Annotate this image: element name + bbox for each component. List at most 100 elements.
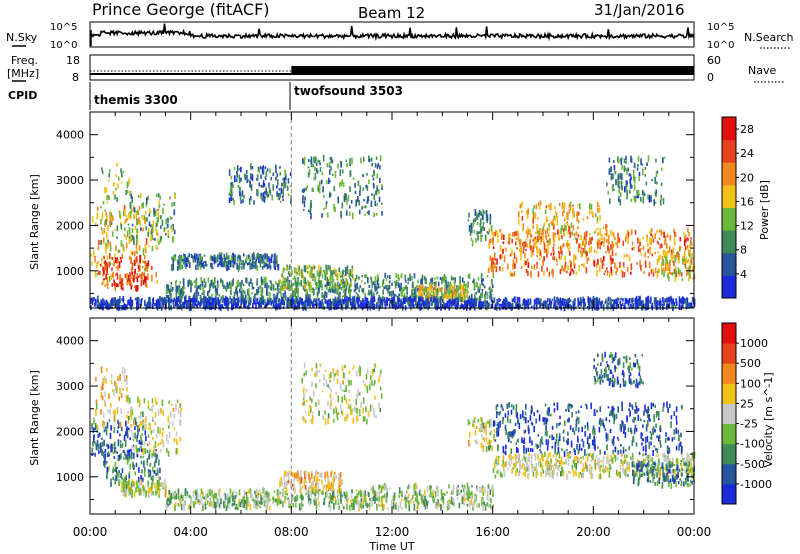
heatmap-cell <box>181 292 184 299</box>
heatmap-cell <box>148 422 150 426</box>
heatmap-cell <box>674 271 677 279</box>
heatmap-cell <box>152 297 155 304</box>
heatmap-cell <box>261 197 264 202</box>
heatmap-cell <box>533 299 536 305</box>
heatmap-cell <box>170 285 172 292</box>
heatmap-cell <box>615 305 618 310</box>
heatmap-cell <box>127 481 129 484</box>
heatmap-cell <box>578 265 580 271</box>
heatmap-cell <box>268 258 271 262</box>
heatmap-cell <box>431 277 433 283</box>
heatmap-cell <box>136 256 138 263</box>
heatmap-cell <box>142 455 145 459</box>
heatmap-cell <box>326 163 329 168</box>
heatmap-cell <box>150 234 152 241</box>
heatmap-cell <box>129 414 132 417</box>
heatmap-cell <box>327 265 329 270</box>
heatmap-cell <box>552 246 555 251</box>
heatmap-cell <box>499 228 502 233</box>
heatmap-cell <box>297 293 299 299</box>
heatmap-cell <box>233 257 236 261</box>
heatmap-cell <box>101 441 104 448</box>
heatmap-cell <box>620 270 623 273</box>
heatmap-cell <box>262 254 264 258</box>
heatmap-cell <box>207 277 210 283</box>
heatmap-cell <box>125 427 128 433</box>
heatmap-cell <box>631 241 634 246</box>
heatmap-cell <box>612 231 614 235</box>
heatmap-cell <box>415 285 418 289</box>
heatmap-cell <box>305 291 308 296</box>
heatmap-cell <box>143 485 146 489</box>
heatmap-cell <box>103 303 106 306</box>
heatmap-cell <box>406 290 408 295</box>
heatmap-cell <box>596 201 599 207</box>
heatmap-cell <box>402 286 405 290</box>
heatmap-cell <box>588 241 590 246</box>
heatmap-cell <box>336 290 338 295</box>
heatmap-cell <box>673 268 676 275</box>
heatmap-cell <box>620 192 622 197</box>
heatmap-cell <box>277 303 279 306</box>
heatmap-cell <box>116 451 118 454</box>
heatmap-cell <box>647 302 649 310</box>
heatmap-cell <box>136 285 138 292</box>
heatmap-cell <box>390 300 392 304</box>
heatmap-cell <box>621 186 623 191</box>
heatmap-cell <box>691 305 694 309</box>
heatmap-cell <box>619 304 622 307</box>
heatmap-cell <box>220 259 222 264</box>
heatmap-cell <box>152 428 155 433</box>
heatmap-cell <box>301 299 303 305</box>
heatmap-cell <box>235 298 237 301</box>
heatmap-cell <box>314 173 317 180</box>
heatmap-cell <box>336 276 338 279</box>
colorbar-tick-label: 4 <box>740 268 747 281</box>
heatmap-cell <box>292 282 294 286</box>
heatmap-cell <box>117 283 119 288</box>
heatmap-cell <box>167 415 170 423</box>
heatmap-cell <box>207 302 210 309</box>
heatmap-cell <box>264 176 267 179</box>
heatmap-cell <box>245 259 247 264</box>
heatmap-cell <box>612 160 615 163</box>
heatmap-cell <box>153 470 156 474</box>
heatmap-cell <box>119 257 122 260</box>
heatmap-cell <box>164 478 166 485</box>
heatmap-cell <box>532 248 534 252</box>
heatmap-cell <box>419 290 421 294</box>
heatmap-cell <box>349 281 352 288</box>
heatmap-cell <box>141 260 144 263</box>
heatmap-cell <box>556 229 559 236</box>
heatmap-cell <box>138 484 140 488</box>
heatmap-cell <box>288 266 291 271</box>
heatmap-cell <box>262 296 265 302</box>
heatmap-cell <box>375 190 378 196</box>
heatmap-cell <box>155 433 158 439</box>
heatmap-cell <box>248 256 251 262</box>
heatmap-cell <box>133 491 136 498</box>
heatmap-cell <box>296 271 299 275</box>
heatmap-cell <box>104 260 107 265</box>
heatmap-cell <box>569 271 572 276</box>
heatmap-cell <box>275 281 277 285</box>
heatmap-cell <box>325 201 328 205</box>
heatmap-cell <box>563 205 565 212</box>
heatmap-cell <box>251 291 253 295</box>
heatmap-cell <box>605 224 607 231</box>
heatmap-cell <box>224 300 227 305</box>
heatmap-cell <box>658 268 660 271</box>
heatmap-cell <box>116 408 119 415</box>
heatmap-cell <box>344 297 346 302</box>
heatmap-cell <box>197 264 199 271</box>
heatmap-cell <box>480 226 483 233</box>
heatmap-cell <box>365 274 368 279</box>
heatmap-cell <box>128 178 130 182</box>
heatmap-cell <box>129 437 131 441</box>
heatmap-cell <box>426 293 429 299</box>
heatmap-cell <box>118 481 121 486</box>
heatmap-cell <box>345 210 348 216</box>
heatmap-cell <box>120 408 123 414</box>
heatmap-cell <box>303 276 305 284</box>
